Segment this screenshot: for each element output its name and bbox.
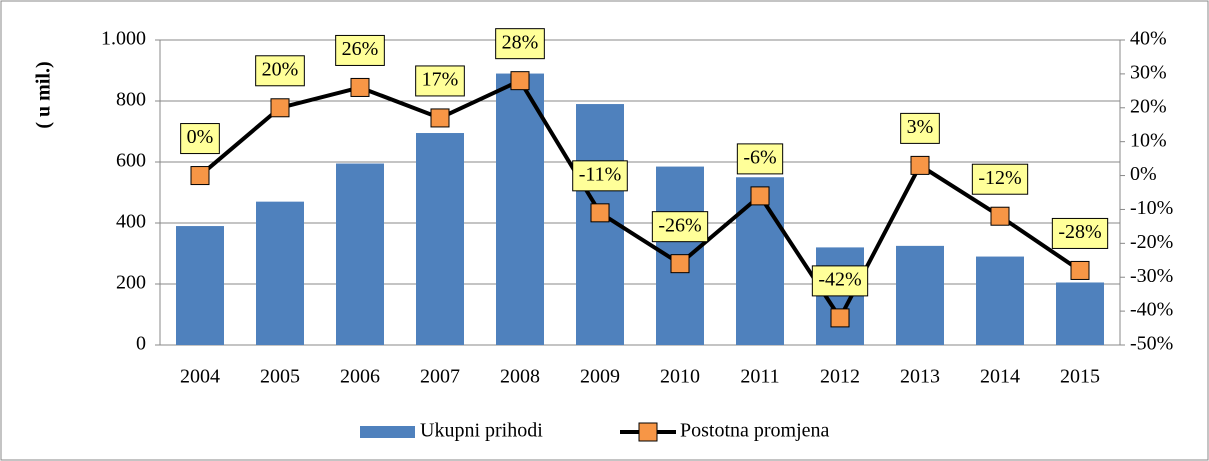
point: [750, 186, 770, 206]
y2-tick-label: 10%: [1130, 129, 1167, 151]
data-label-box: [900, 112, 940, 144]
point: [430, 108, 450, 128]
data-label: -26%: [651, 211, 709, 243]
bar: [976, 256, 1024, 345]
data-label-box: [971, 163, 1029, 195]
data-label-text: 28%: [502, 31, 539, 53]
data-label-text: 26%: [342, 38, 379, 60]
data-label: 20%: [255, 55, 305, 87]
y-tick-label: 0: [136, 333, 146, 355]
point: [830, 308, 850, 328]
x-tick-label: 2006: [340, 366, 380, 388]
point: [510, 71, 530, 91]
data-label-box: [1051, 217, 1109, 249]
x-tick-label: 2004: [180, 366, 220, 388]
data-label-text: -11%: [579, 163, 622, 185]
y-tick-label: 200: [116, 272, 146, 294]
point: [590, 203, 610, 223]
x-tick-label: 2009: [580, 366, 620, 388]
point: [190, 166, 210, 186]
point: [670, 254, 690, 274]
data-label-text: 20%: [262, 58, 299, 80]
data-label-box: [415, 65, 465, 97]
point: [350, 77, 370, 97]
y2-tick-label: 20%: [1130, 95, 1167, 117]
point: [910, 155, 930, 175]
data-label-box: [572, 160, 628, 192]
data-label: 17%: [415, 65, 465, 97]
data-label: -28%: [1051, 217, 1109, 249]
bar: [1056, 282, 1104, 345]
y-tick-label: 600: [116, 150, 146, 172]
y2-tick-label: 0%: [1130, 163, 1157, 185]
data-label: 0%: [180, 123, 220, 155]
bar: [336, 163, 384, 345]
point: [990, 206, 1010, 226]
data-label-box: [495, 28, 545, 60]
y-tick-label: 800: [116, 89, 146, 111]
point: [270, 98, 290, 118]
data-label-text: 3%: [907, 116, 934, 138]
data-label: 3%: [900, 112, 940, 144]
y-tick-label: 1.000: [101, 28, 146, 50]
bar: [496, 73, 544, 346]
x-tick-label: 2014: [980, 366, 1020, 388]
data-label-box: [180, 123, 220, 155]
y2-tick-label: -20%: [1130, 231, 1173, 253]
data-label-text: -42%: [818, 268, 861, 290]
x-tick-label: 2011: [740, 366, 779, 388]
x-tick-label: 2015: [1060, 366, 1100, 388]
line: [198, 78, 1082, 322]
data-label: 26%: [335, 34, 385, 66]
data-label-text: 17%: [422, 69, 459, 91]
y2-tick-label: -50%: [1130, 333, 1173, 355]
data-label-text: -28%: [1058, 221, 1101, 243]
data-label: -6%: [736, 143, 784, 175]
data-label-box: [736, 143, 784, 175]
data-label: 28%: [495, 28, 545, 60]
x-tick-label: 2007: [420, 366, 460, 388]
x-tick-label: 2008: [500, 366, 540, 388]
bar: [896, 245, 944, 345]
data-label-text: 0%: [187, 126, 214, 148]
data-label-box: [335, 34, 385, 66]
data-label: -42%: [811, 265, 869, 297]
y2-tick-label: -40%: [1130, 299, 1173, 321]
data-label: -11%: [572, 160, 628, 192]
y-axis-label: ( u mil.): [33, 61, 55, 128]
data-label: -12%: [971, 163, 1029, 195]
legend-label: Ukupni prihodi: [420, 420, 543, 442]
y-tick-label: 400: [116, 211, 146, 233]
point: [1070, 260, 1090, 280]
x-tick-label: 2010: [660, 366, 700, 388]
data-label-text: -12%: [978, 167, 1021, 189]
x-tick-label: 2012: [820, 366, 860, 388]
bar: [176, 226, 224, 345]
data-label-box: [651, 211, 709, 243]
bar: [416, 133, 464, 345]
y2-tick-label: -10%: [1130, 197, 1173, 219]
data-label-box: [811, 265, 869, 297]
data-label-text: -26%: [658, 214, 701, 236]
legend-swatch: [360, 426, 415, 438]
legend-label: Postotna promjena: [680, 420, 830, 442]
bar: [256, 201, 304, 345]
data-label-text: -6%: [743, 146, 776, 168]
y2-tick-label: 30%: [1130, 61, 1167, 83]
legend-swatch: [638, 422, 658, 442]
data-label-box: [255, 55, 305, 87]
x-tick-label: 2005: [260, 366, 300, 388]
x-tick-label: 2013: [900, 366, 940, 388]
y2-tick-label: 40%: [1130, 28, 1167, 50]
y2-tick-label: -30%: [1130, 265, 1173, 287]
